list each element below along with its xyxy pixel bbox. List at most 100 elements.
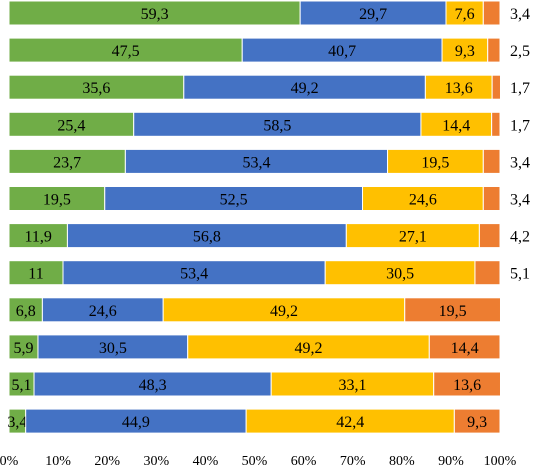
data-label: 49,2 — [295, 340, 323, 357]
data-label: 4,2 — [510, 229, 530, 246]
data-label: 47,5 — [112, 43, 140, 60]
bar-row: 19,5 52,5 24,6 3,4 — [8, 186, 530, 211]
bar-segment — [299, 0, 447, 26]
data-label: 23,7 — [53, 154, 81, 171]
bar-segment — [8, 148, 126, 174]
data-label: 40,7 — [328, 43, 356, 60]
bar-segment — [8, 334, 39, 360]
bar-segment — [420, 111, 493, 137]
data-label: 3,4 — [510, 192, 530, 209]
bar-segment — [245, 408, 455, 434]
bar-segment — [482, 0, 501, 26]
data-label: 29,7 — [359, 6, 387, 23]
data-label: 6,8 — [16, 303, 36, 320]
bar-row: 11 53,4 30,5 5,1 — [8, 260, 530, 286]
data-label: 11 — [28, 266, 43, 283]
data-label: 49,2 — [291, 80, 319, 97]
bar-segment — [8, 111, 135, 137]
x-tick-label: 50% — [242, 454, 268, 469]
data-label: 56,8 — [193, 229, 221, 246]
x-tick-label: 90% — [438, 454, 464, 469]
bar-segment — [8, 297, 43, 323]
x-tick-label: 80% — [389, 454, 415, 469]
bar-row: 6,8 24,6 49,2 19,5 — [8, 297, 501, 323]
data-label: 19,5 — [43, 192, 71, 209]
bar-row: 59,3 29,7 7,6 3,4 — [8, 0, 530, 26]
data-label: 9,3 — [467, 414, 487, 431]
data-label: 58,5 — [263, 117, 291, 134]
bar-segment — [404, 297, 501, 323]
bar-segment — [124, 148, 389, 174]
bar-segment — [187, 334, 430, 360]
bar-segment — [345, 223, 480, 249]
bar-segment — [25, 408, 247, 434]
data-label: 5,1 — [12, 377, 32, 394]
data-label: 53,4 — [242, 154, 270, 171]
bar-segment — [8, 74, 185, 100]
data-label: 19,5 — [439, 303, 467, 320]
bar-segment — [428, 334, 501, 360]
data-label: 30,5 — [386, 266, 414, 283]
data-label: 42,4 — [336, 414, 364, 431]
data-label: 3,4 — [510, 6, 530, 23]
bar-segment — [474, 260, 501, 286]
data-label: 35,6 — [82, 80, 110, 97]
bar-row: 5,1 48,3 33,1 13,6 — [8, 371, 501, 397]
data-label: 1,7 — [510, 80, 530, 97]
bar-segment — [445, 0, 484, 26]
data-label: 27,1 — [399, 229, 427, 246]
bar-segment — [441, 37, 489, 63]
x-tick-label: 60% — [291, 454, 317, 469]
bar-segment — [270, 371, 435, 397]
x-tick-label: 30% — [143, 454, 169, 469]
bar-segment — [362, 186, 484, 211]
bar-segment — [104, 186, 364, 211]
data-label: 13,6 — [453, 377, 481, 394]
bar-segment — [491, 111, 501, 137]
bar-segment — [8, 223, 68, 249]
x-tick-label: 20% — [94, 454, 120, 469]
data-label: 5,1 — [510, 266, 530, 283]
data-label: 3,4 — [7, 414, 27, 431]
data-label: 19,5 — [421, 154, 449, 171]
bar-row: 11,9 56,8 27,1 4,2 — [8, 223, 530, 249]
data-label: 13,6 — [445, 80, 473, 97]
bar-segment — [433, 371, 501, 397]
data-label: 14,4 — [451, 340, 479, 357]
data-label: 25,4 — [57, 117, 85, 134]
data-label: 59,3 — [141, 6, 169, 23]
data-label: 2,5 — [510, 43, 530, 60]
data-label: 11,9 — [25, 229, 52, 246]
x-tick-label: 40% — [193, 454, 219, 469]
x-tick-label: 0% — [0, 454, 19, 469]
bar-segment — [491, 74, 501, 100]
bar-segment — [424, 74, 493, 100]
bar-segment — [487, 37, 501, 63]
bar-segment — [241, 37, 443, 63]
bar-segment — [8, 260, 64, 286]
data-label: 5,9 — [13, 340, 33, 357]
data-label: 7,6 — [455, 6, 475, 23]
bar-segment — [162, 297, 406, 323]
x-tick-label: 70% — [340, 454, 366, 469]
bar-segment — [66, 223, 347, 249]
bar-segment — [33, 371, 272, 397]
data-label: 33,1 — [338, 377, 366, 394]
data-label: 24,6 — [89, 303, 117, 320]
bar-segment — [183, 74, 426, 100]
bar-row: 5,9 30,5 49,2 14,4 — [8, 334, 501, 360]
bar-segment — [8, 0, 301, 26]
data-label: 1,7 — [510, 117, 530, 134]
data-label: 24,6 — [409, 192, 437, 209]
bar-row: 35,6 49,2 13,6 1,7 — [8, 74, 530, 100]
data-label: 49,2 — [270, 303, 298, 320]
data-label: 48,3 — [139, 377, 167, 394]
bar-segment — [482, 148, 501, 174]
data-label: 14,4 — [442, 117, 470, 134]
data-label: 44,9 — [122, 414, 150, 431]
bar-row: 25,4 58,5 14,4 1,7 — [8, 111, 530, 137]
bar-segment — [8, 186, 106, 211]
data-label: 52,5 — [220, 192, 248, 209]
